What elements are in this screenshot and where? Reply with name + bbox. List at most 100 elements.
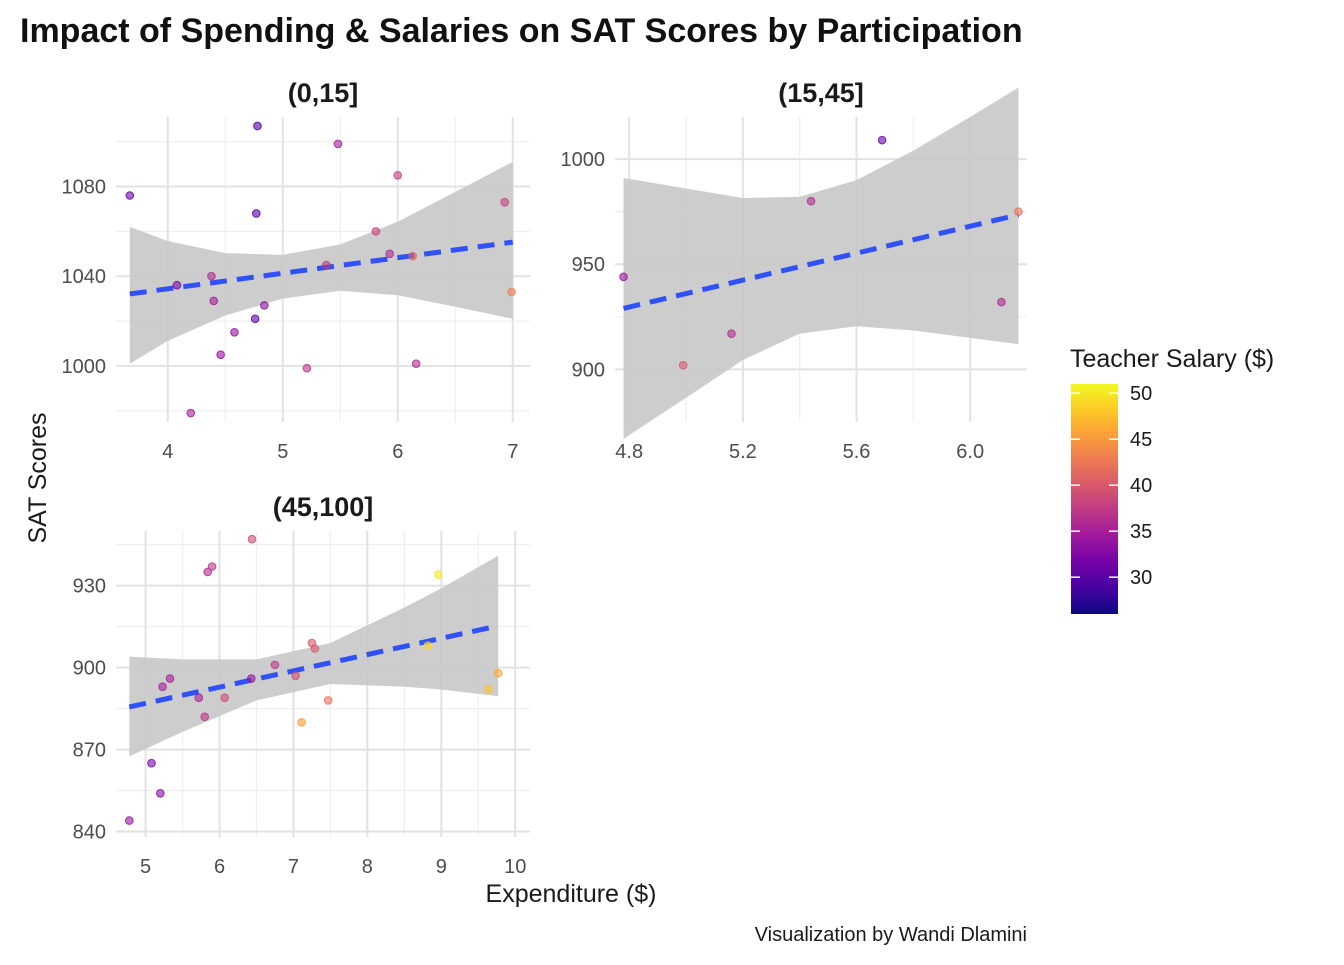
data-point — [322, 260, 331, 270]
y-tick-label: 1000 — [62, 356, 107, 378]
x-tick-label: 5 — [140, 856, 151, 878]
facet-panels: 4 5 6 7 1000 1040 1080 (0,15] 4.8 5.2 5.6 6.0 900 950… — [62, 78, 1027, 878]
data-point — [434, 570, 443, 580]
data-point — [484, 685, 493, 694]
data-point — [203, 567, 212, 577]
confidence-band — [129, 161, 513, 364]
facet-panel: 5 6 7 8 9 10 840 870 900 930 (45,100] — [73, 492, 530, 878]
data-point — [194, 693, 204, 702]
data-point — [230, 327, 239, 337]
data-point — [507, 287, 516, 297]
data-point — [423, 641, 433, 651]
y-tick-label: 870 — [73, 740, 106, 762]
y-tick-label: 930 — [73, 576, 106, 598]
data-point — [172, 280, 182, 290]
y-tick-label: 950 — [572, 254, 605, 276]
data-point — [877, 135, 887, 145]
x-tick-label: 5.6 — [843, 441, 871, 463]
y-tick-label: 1080 — [62, 177, 107, 199]
data-point — [207, 271, 216, 281]
y-tick-label: 840 — [73, 822, 106, 844]
trend-line — [128, 623, 499, 710]
data-point — [310, 644, 320, 653]
data-point — [385, 249, 395, 259]
data-point — [186, 408, 196, 418]
data-point — [165, 674, 175, 683]
data-point — [297, 717, 306, 727]
facet-label: (15,45] — [778, 78, 864, 108]
data-point — [393, 171, 403, 180]
data-point — [291, 671, 300, 681]
x-tick-label: 6.0 — [956, 441, 984, 463]
data-point — [250, 314, 260, 324]
data-point — [246, 674, 256, 683]
data-point — [678, 360, 688, 370]
data-point — [125, 816, 134, 825]
legend-tick-label: 45 — [1130, 429, 1152, 451]
x-tick-label: 5.2 — [729, 441, 757, 463]
x-tick-label: 6 — [392, 441, 403, 463]
trend-line — [129, 239, 514, 297]
legend-ticks: 30 35 40 45 50 — [1071, 383, 1152, 589]
data-point — [408, 251, 418, 261]
data-point — [209, 296, 219, 306]
data-point — [371, 227, 381, 236]
y-tick-label: 1040 — [62, 266, 107, 288]
y-axis-title: SAT Scores — [24, 412, 52, 543]
x-tick-label: 8 — [362, 856, 373, 878]
y-tick-label: 900 — [73, 658, 106, 680]
data-point — [253, 121, 262, 131]
legend-tick-label: 30 — [1130, 567, 1152, 589]
x-tick-label: 7 — [507, 441, 518, 463]
data-point — [270, 660, 280, 670]
data-point — [997, 297, 1006, 307]
facet-panel: 4 5 6 7 1000 1040 1080 (0,15] — [62, 78, 530, 463]
x-tick-label: 5 — [277, 441, 288, 463]
data-point — [727, 329, 736, 338]
chart-title: Impact of Spending & Salaries on SAT Sco… — [20, 12, 1023, 50]
data-point — [247, 534, 257, 544]
legend-tick-label: 40 — [1130, 475, 1152, 497]
data-point — [251, 209, 261, 218]
confidence-band — [129, 555, 499, 757]
data-point — [323, 696, 333, 705]
data-point — [156, 788, 165, 798]
x-tick-label: 4 — [162, 441, 173, 463]
trend-line — [622, 212, 1020, 311]
x-tick-label: 4.8 — [615, 441, 643, 463]
facet-label: (0,15] — [288, 78, 359, 108]
data-point — [200, 712, 210, 722]
y-tick-label: 1000 — [561, 149, 606, 171]
x-tick-label: 10 — [504, 856, 526, 878]
x-tick-label: 6 — [214, 856, 225, 878]
y-tick-label: 900 — [572, 359, 605, 381]
data-point — [125, 191, 135, 200]
facet-label: (45,100] — [273, 492, 374, 522]
x-tick-label: 9 — [436, 856, 447, 878]
data-point — [333, 139, 343, 149]
data-point — [806, 196, 816, 206]
data-point — [147, 758, 156, 768]
legend-tick-label: 35 — [1130, 521, 1152, 543]
data-point — [158, 682, 167, 692]
x-axis-title: Expenditure ($) — [486, 880, 657, 908]
legend-tick-label: 50 — [1130, 383, 1152, 405]
data-point — [493, 668, 503, 678]
salary-legend: Teacher Salary ($) 30 35 40 45 50 — [1070, 345, 1274, 614]
data-point — [260, 301, 269, 310]
legend-colorbar — [1071, 384, 1118, 614]
data-point — [619, 272, 628, 282]
legend-title: Teacher Salary ($) — [1070, 345, 1274, 373]
caption: Visualization by Wandi Dlamini — [755, 924, 1027, 946]
data-point — [500, 197, 510, 207]
data-point — [207, 562, 217, 571]
data-point — [411, 359, 421, 368]
data-point — [1014, 207, 1023, 216]
x-tick-label: 7 — [288, 856, 299, 878]
data-point — [302, 363, 312, 373]
facet-panel: 4.8 5.2 5.6 6.0 900 950 1000 (15,45] — [561, 78, 1027, 463]
data-point — [220, 693, 229, 702]
data-point — [216, 350, 225, 360]
